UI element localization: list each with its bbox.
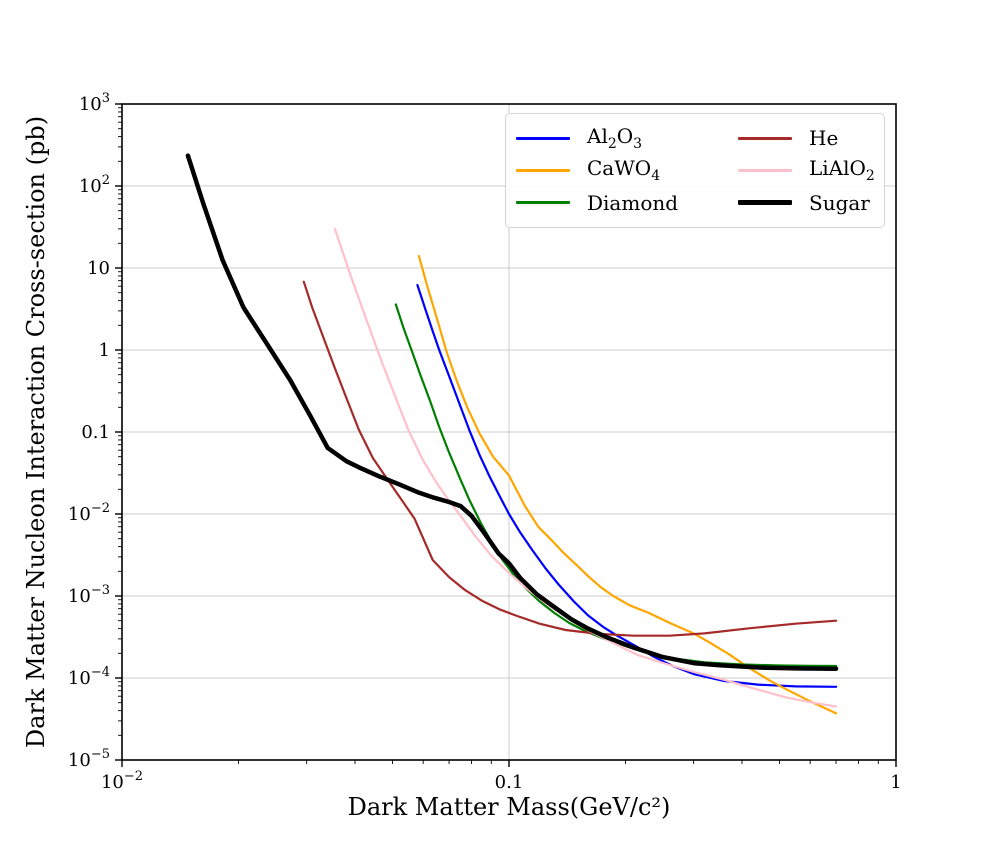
legend-item-al2o3: Al2O3 — [516, 122, 738, 154]
y-tick-label: 1 — [99, 340, 110, 361]
legend-line-lialo2 — [738, 168, 792, 172]
curve-diamond — [394, 303, 838, 668]
legend-line-sugar — [738, 200, 792, 206]
legend-label-sugar: Sugar — [809, 190, 870, 215]
legend-item-he: He — [738, 122, 875, 154]
x-tick-label: 10−2 — [101, 769, 143, 793]
x-tick-label: 1 — [890, 772, 901, 793]
curve-he — [302, 280, 838, 637]
legend-line-diamond — [516, 201, 570, 205]
curve-al2o3 — [416, 283, 838, 688]
x-axis-label: Dark Matter Mass(GeV/c²) — [347, 793, 671, 821]
legend-label-al2o3: Al2O3 — [587, 123, 643, 152]
curves — [185, 153, 839, 715]
legend-line-al2o3 — [516, 136, 570, 140]
legend-label-he: He — [809, 126, 839, 151]
y-axis-label: Dark Matter Nucleon Interaction Cross-se… — [22, 115, 50, 749]
legend-item-cawo4: CaWO4 — [516, 154, 738, 186]
ticks — [115, 103, 897, 767]
legend: Al2O3 CaWO4 Diamond He LiAlO2 Sugar — [505, 113, 885, 228]
y-tick-label: 10−4 — [68, 665, 110, 689]
x-tick-label: 0.1 — [495, 772, 524, 793]
legend-label-lialo2: LiAlO2 — [809, 155, 875, 184]
y-tick-label: 10−2 — [68, 501, 110, 525]
y-tick-label: 10−3 — [68, 583, 110, 607]
legend-line-he — [738, 136, 792, 140]
y-tick-label: 103 — [79, 91, 110, 115]
legend-item-lialo2: LiAlO2 — [738, 154, 875, 186]
legend-line-cawo4 — [516, 168, 570, 172]
y-tick-label: 102 — [79, 173, 110, 197]
curve-lialo2 — [333, 227, 838, 708]
legend-label-cawo4: CaWO4 — [587, 155, 661, 184]
curve-cawo4 — [417, 254, 838, 715]
legend-item-diamond: Diamond — [516, 187, 738, 219]
legend-item-sugar: Sugar — [738, 187, 875, 219]
y-tick-label: 10−5 — [68, 747, 110, 771]
legend-label-diamond: Diamond — [587, 190, 679, 215]
y-tick-label: 0.1 — [81, 422, 110, 443]
y-tick-label: 10 — [87, 258, 110, 279]
curve-sugar — [185, 153, 839, 671]
